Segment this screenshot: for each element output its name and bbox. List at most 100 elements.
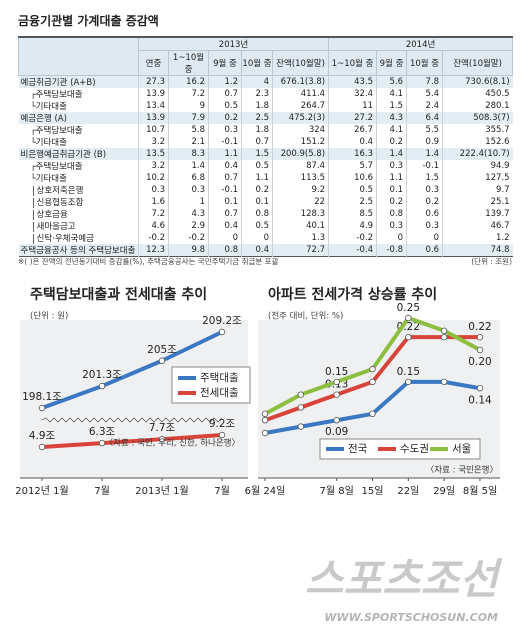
header-row: 2013년 2014년 [18,36,514,76]
table-cell: 94.9 [442,160,513,172]
table-cell: 5.5 [406,124,443,136]
data-point [333,417,340,424]
table-row: 예금은행 (A) 13.9 7.9 0.2 2.5 475.2(3) 27.2 4.3 6.4 5… [18,112,513,124]
table-cell: 87.4 [271,160,329,172]
table-cell: 730.6(8.1) [442,75,513,88]
row-label-cell: 상호금융 [19,208,139,220]
table-cell: 0.8 [241,208,273,220]
table-cell: 1.5 [241,148,273,160]
table-cell: -0.1 [406,160,443,172]
table-cell: 1.1 [208,148,242,160]
row-label-cell: 주택금융공사 등의 주택담보대출 [18,244,139,257]
data-point [405,378,412,386]
data-label: 0.20 [468,356,491,368]
table-cell: 10.7 [138,124,169,136]
row-label-cell: ┌주택담보대출 [19,124,139,136]
chart-title: 주택담보대출과 전세대출 추이 [30,286,207,303]
table-cell: 2.1 [168,136,209,148]
data-point [476,385,484,392]
column-header: 연중 [138,50,169,76]
table-cell: -0.1 [208,184,242,196]
x-tick-label: 2013년 1월 [135,485,188,497]
data-point [38,443,46,451]
table-cell: 0.5 [241,160,273,172]
table-cell: -0.2 [328,232,377,244]
data-point [440,333,448,341]
data-point [297,391,305,398]
table-cell: 3.2 [138,160,169,172]
table-cell: 0.7 [241,136,273,148]
data-point [297,404,305,411]
column-header: 잔액(10월말) [442,50,514,76]
column-header: 10월 중 [241,50,273,76]
table-cell: 32.4 [328,88,377,100]
table-row: ┌주택담보대출 3.2 1.4 0.4 0.5 87.4 5.7 0.3 -0.1 94.9 [19,160,513,172]
table-cell: 12.3 [138,244,169,257]
watermark-logo: 스포츠조선 [305,555,503,604]
table-cell: 0.4 [208,160,242,172]
table-cell: 1.1 [376,172,407,184]
data-point [405,314,412,322]
table-title: 금융기관별 가계대출 증감액 [18,14,159,28]
table-row: 상호금융 7.2 4.3 0.7 0.8 128.3 8.5 0.8 0.6 139.7 [19,208,513,220]
row-label: 새마을금고 [32,222,76,232]
row-label: 상호저축은행 [32,186,84,196]
data-point [158,435,166,443]
data-point [440,378,448,386]
legend-label: 전국 [348,443,368,455]
table-cell: 0.7 [208,208,242,220]
row-label-cell: └기타대출 [19,172,139,184]
row-label-cell: ┌주택담보대출 [19,88,139,100]
table-cell: 9.8 [168,244,209,257]
table-cell: 5.6 [376,75,407,88]
data-point [98,439,106,447]
table-cell: 1.3 [271,232,329,244]
data-label: 7.7조 [149,422,176,434]
row-label-cell: └기타대출 [19,136,139,148]
table-cell: 13.9 [138,112,169,124]
table-cell: 1.4 [168,160,209,172]
data-point [333,378,340,386]
x-tick-label: 6월 24일 [245,485,286,497]
table-cell: 26.7 [328,124,377,136]
axis-break [41,417,223,423]
data-point [476,333,484,341]
x-tick-label: 2012년 1월 [15,485,68,497]
table-cell: 676.1(3.8) [271,75,329,88]
chart-subtitle: (단위 : 원) [30,311,68,322]
column-header: 1~10월 중 [168,50,209,76]
x-tick-label: 15일 [362,485,384,497]
table-cell: 1 [168,196,209,208]
row-label-cell: 비은행예금취급기관 (B) [18,148,139,160]
table-cell: 0.5 [328,184,377,196]
table-cell: 4.3 [376,112,407,124]
table-cell: 4 [241,75,273,88]
row-label: └기타대출 [30,138,67,148]
table-cell: 7.9 [168,112,209,124]
table-row: ┌주택담보대출 13.9 7.2 0.7 2.3 411.4 32.4 4.1 5.4 450.5 [19,88,513,100]
table-body: 2013년 2014년 연중 1~10월 중 9월 중 10월 중 잔액(10월말) 1~10… [18,36,514,257]
table-cell: 128.3 [271,208,329,220]
chart: 아파트 전세가격 상승률 추이 (전주 대비, 단위: %) 6월 24일 7월 8일… [245,286,500,497]
table-cell: -0.8 [376,244,407,257]
table-cell: 2.4 [406,100,443,112]
table-cell: 72.7 [271,244,329,257]
data-point [405,333,412,341]
data-point [218,328,226,336]
table-row: 예금취급기관 (A+B) 27.3 16.2 1.2 4 676.1(3.8) 43.5 5.… [18,75,513,88]
table-cell: 1.5 [376,100,407,112]
data-label: 0.22 [468,321,491,333]
table-cell: 10.6 [328,172,377,184]
table-cell: 411.4 [271,88,329,100]
table-row: 주택금융공사 등의 주택담보대출 12.3 9.8 0.8 0.4 72.7 -0.4 -0.… [18,244,513,257]
legend-label: 전세대출 [200,387,239,399]
table-cell: 355.7 [442,124,513,136]
table-cell: 0.2 [376,136,407,148]
table-cell: 0.3 [208,124,242,136]
data-point [261,429,269,437]
chart-subtitle: (전주 대비, 단위: %) [268,311,343,322]
table-cell: 0.7 [208,172,242,184]
table-cell: -0.2 [168,232,209,244]
series-line [41,330,223,410]
table-cell: 0.3 [376,220,407,232]
